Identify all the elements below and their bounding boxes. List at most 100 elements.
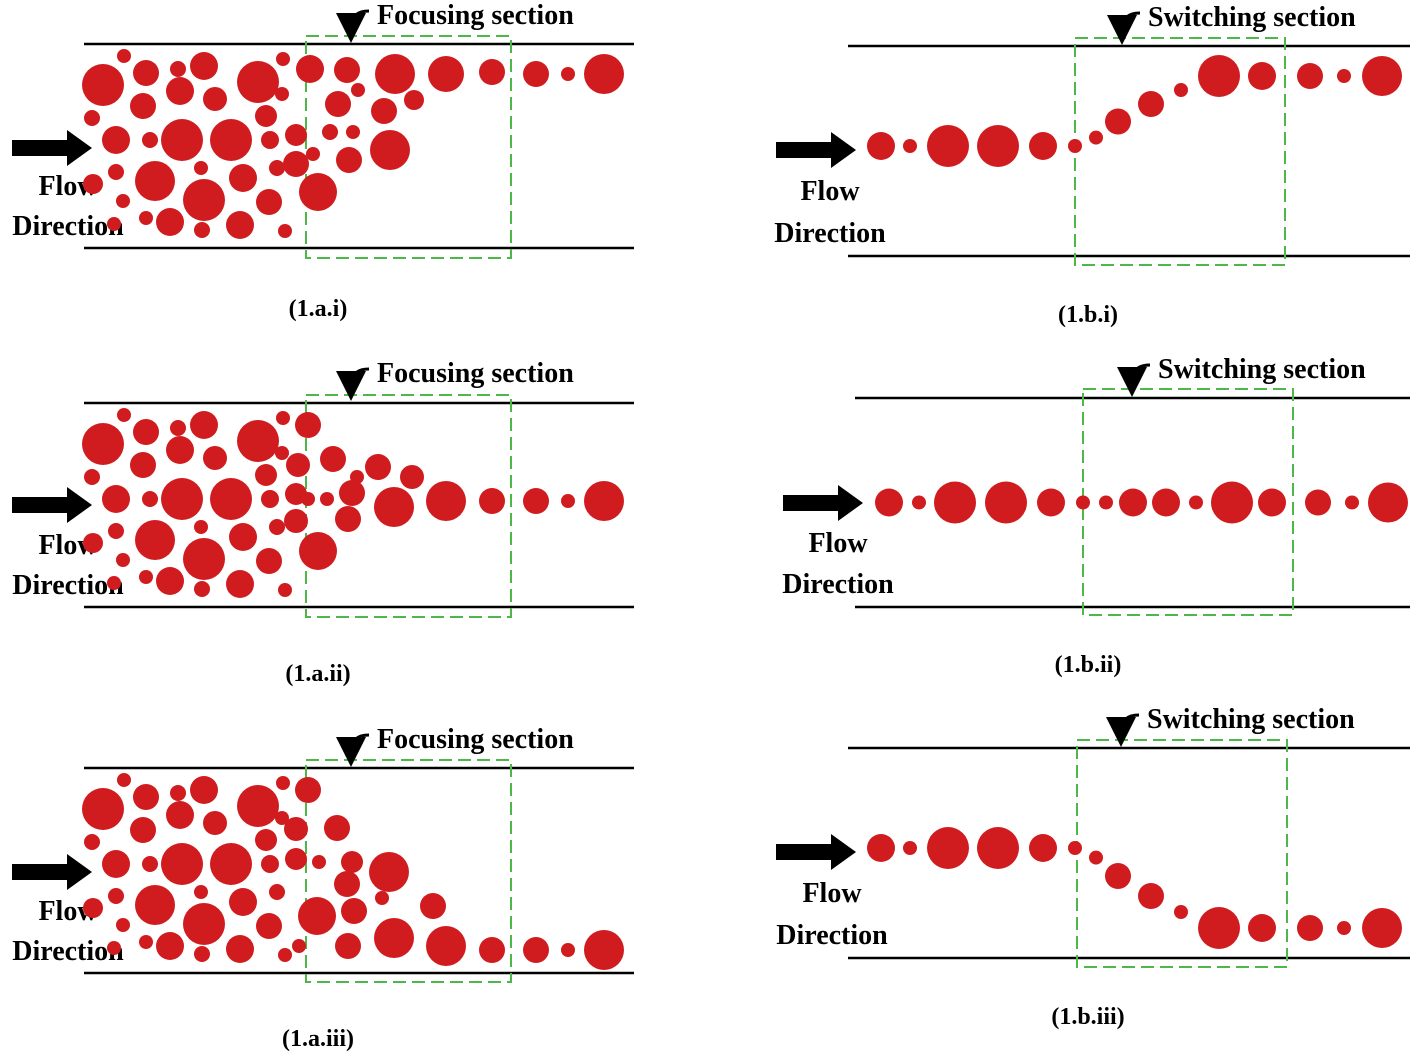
droplet (1248, 62, 1276, 90)
droplet (336, 147, 362, 173)
droplet (276, 776, 290, 790)
droplet (1198, 55, 1240, 97)
panel-caption: (1.a.ii) (285, 661, 350, 687)
droplet (108, 164, 124, 180)
flow-label-line2: Direction (12, 936, 124, 967)
droplet (285, 124, 307, 146)
panel-caption: (1.b.ii) (1055, 652, 1122, 678)
droplets (82, 408, 624, 598)
flow-label-line1: Flow (808, 528, 868, 559)
droplet (278, 224, 292, 238)
droplet (320, 446, 346, 472)
droplet (286, 453, 310, 477)
section-label: Switching section (1148, 2, 1356, 33)
droplet (210, 119, 252, 161)
droplet (135, 520, 175, 560)
panel-caption: (1.b.iii) (1051, 1004, 1124, 1030)
droplet (139, 211, 153, 225)
section-dashed-box (305, 394, 512, 618)
droplet (1362, 56, 1402, 96)
flow-direction-arrow-icon (12, 487, 92, 523)
droplet (335, 506, 361, 532)
droplet (295, 777, 321, 803)
droplet (1211, 481, 1253, 524)
droplets (82, 49, 624, 239)
droplet (82, 423, 124, 465)
flow-direction-arrow-icon (776, 834, 856, 870)
droplet (365, 454, 391, 480)
droplet (404, 90, 424, 110)
droplet (237, 420, 279, 462)
section-label: Switching section (1158, 354, 1366, 385)
droplet (584, 54, 624, 94)
droplet (203, 811, 227, 835)
droplet (161, 119, 203, 161)
droplet (298, 897, 336, 935)
droplet (1068, 139, 1082, 153)
droplet (561, 67, 575, 81)
droplet (275, 811, 289, 825)
droplet (82, 64, 124, 106)
droplet (927, 827, 969, 869)
droplet (161, 478, 203, 520)
droplets (867, 55, 1402, 167)
droplet (1258, 488, 1286, 517)
droplet (283, 151, 309, 177)
droplet (1138, 883, 1164, 909)
droplet (1119, 488, 1147, 517)
droplet (142, 132, 158, 148)
droplet (479, 488, 505, 514)
droplet (161, 843, 203, 885)
droplet (369, 852, 409, 892)
droplet (269, 160, 285, 176)
droplet (83, 533, 103, 553)
droplet (278, 583, 292, 597)
droplet (299, 532, 337, 570)
droplet (190, 411, 218, 439)
droplet (1089, 850, 1103, 865)
droplet (84, 834, 100, 850)
droplet (276, 411, 290, 425)
droplet (275, 446, 289, 460)
droplet (170, 61, 186, 77)
droplet (256, 913, 282, 939)
curved-arrow-icon (336, 9, 370, 43)
droplet (203, 87, 227, 111)
droplet (194, 946, 210, 962)
flow-label-line2: Direction (782, 569, 894, 600)
droplet (276, 52, 290, 66)
panel-caption: (1.b.i) (1058, 302, 1118, 328)
droplet (142, 856, 158, 872)
droplet (1345, 495, 1359, 510)
droplet (156, 567, 184, 595)
droplet (1362, 908, 1402, 948)
droplet (912, 495, 926, 510)
droplet (371, 98, 397, 124)
curved-arrow-icon (1106, 713, 1140, 747)
droplet (194, 161, 208, 175)
droplet (295, 412, 321, 438)
droplet (867, 834, 895, 862)
droplet (116, 918, 130, 932)
droplet (261, 855, 279, 873)
section-dashed-box (305, 35, 512, 259)
droplet (1189, 495, 1203, 510)
droplets (867, 827, 1402, 949)
droplet (156, 932, 184, 960)
curved-arrow-icon (1107, 11, 1141, 45)
section-label: Focusing section (377, 0, 574, 31)
droplet (226, 570, 254, 598)
droplet (934, 481, 976, 524)
droplet (133, 784, 159, 810)
droplet (375, 891, 389, 905)
section-dashed-box (305, 759, 512, 983)
droplet (903, 139, 917, 153)
flow-label-line2: Direction (12, 211, 124, 242)
droplets (82, 773, 624, 970)
droplet (523, 937, 549, 963)
droplet (170, 420, 186, 436)
droplet (1029, 132, 1057, 160)
droplet (1152, 488, 1180, 517)
